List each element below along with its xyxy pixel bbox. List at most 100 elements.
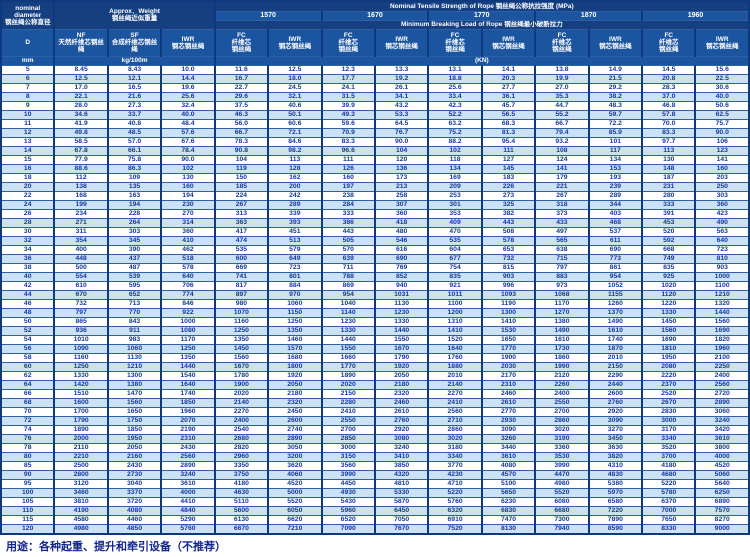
cell-value: 1330 — [320, 325, 376, 336]
table-row: 26 234 228 270 313 339 333 360 353 382 373 403 391 42… — [0, 208, 750, 219]
cell-value: 2150 — [587, 361, 644, 372]
cell-value: 48.4 — [160, 118, 216, 129]
cell-value: 639 — [320, 253, 376, 264]
cell-value: 3610 — [160, 478, 216, 489]
cell-value: 1060 — [267, 298, 323, 309]
cell-value: 2310 — [480, 379, 537, 390]
cell-value: 954 — [587, 271, 644, 282]
cell-diameter: 85 — [0, 460, 56, 471]
cell-value: 2610 — [480, 397, 537, 408]
table-row: 5 8.45 8.43 10.0 11.6 12.5 12.3 13.3 13.1 14.1 13.… — [0, 64, 750, 75]
cell-value: 1730 — [534, 343, 590, 354]
cell-value: 1010 — [53, 334, 109, 345]
cell-value: 1440 — [373, 325, 430, 336]
cell-diameter: 66 — [0, 388, 56, 399]
cell-value: 1880 — [427, 361, 483, 372]
cell-value: 1770 — [320, 361, 376, 372]
cell-value: 1990 — [534, 361, 590, 372]
table-row: 46 732 713 846 980 1060 1040 1130 1100 1190 1170 12… — [0, 298, 750, 309]
cell-value: 508 — [480, 226, 537, 237]
cell-value: 75.7 — [694, 118, 750, 129]
table-header: nominal diameter 钢丝绳公称直径 Approx．Weight 钢… — [0, 0, 750, 66]
cell-value: 4520 — [267, 478, 323, 489]
cell-value: 169 — [427, 172, 483, 183]
cell-value: 1130 — [373, 298, 430, 309]
table-row: 22 168 163 194 224 242 238 258 253 273 267 289 280 30… — [0, 190, 750, 201]
cell-value: 7890 — [587, 514, 644, 525]
cell-diameter: 36 — [0, 253, 56, 264]
cell-value: 1680 — [267, 352, 323, 363]
cell-value: 1550 — [373, 334, 430, 345]
cell-value: 12.1 — [106, 73, 163, 84]
cell-value: 1550 — [320, 343, 376, 354]
table-row: 100 3460 3370 4000 4630 5000 4930 5330 5220 5650 5… — [0, 487, 750, 498]
cell-value: 2050 — [267, 379, 323, 390]
cell-value: 3530 — [534, 451, 590, 462]
cell-value: 1230 — [320, 316, 376, 327]
cell-value: 2960 — [213, 451, 270, 462]
table-row: 10 34.6 33.7 40.0 46.3 50.1 49.3 53.3 52.2 56.5 55… — [0, 109, 750, 120]
cell-value: 638 — [534, 244, 590, 255]
cell-value: 4830 — [587, 469, 644, 480]
cell-value: 3000 — [320, 442, 376, 453]
cell-value: 4680 — [641, 469, 697, 480]
cell-value: 363 — [213, 217, 270, 228]
cell-value: 1560 — [213, 352, 270, 363]
cell-value: 846 — [160, 298, 216, 309]
cell-value: 1410 — [480, 316, 537, 327]
cell-value: 6520 — [320, 514, 376, 525]
cell-diameter: 48 — [0, 307, 56, 318]
cell-value: 1350 — [213, 334, 270, 345]
cell-value: 31.5 — [320, 91, 376, 102]
cell-value: 4180 — [641, 460, 697, 471]
cell-value: 2400 — [213, 415, 270, 426]
cell-value: 66.7 — [534, 118, 590, 129]
cell-diameter: 40 — [0, 271, 56, 282]
cell-value: 78.4 — [160, 145, 216, 156]
cell-value: 1860 — [534, 352, 590, 363]
cell-value: 50.6 — [694, 100, 750, 111]
cell-value: 3020 — [427, 433, 483, 444]
cell-value: 15.6 — [694, 64, 750, 75]
cell-value: 610 — [53, 280, 109, 291]
cell-value: 723 — [267, 262, 323, 273]
cell-value: 307 — [373, 199, 430, 210]
cell-value: 3240 — [373, 442, 430, 453]
cell-value: 518 — [160, 253, 216, 264]
cell-value: 2760 — [373, 415, 430, 426]
cell-value: 6670 — [213, 523, 270, 534]
cell-value: 640 — [160, 271, 216, 282]
cell-value: 539 — [106, 271, 163, 282]
cell-value: 3000 — [641, 415, 697, 426]
cell-value: 2890 — [694, 397, 750, 408]
cell-value: 60.6 — [267, 118, 323, 129]
cell-value: 27.0 — [534, 82, 590, 93]
usage-note-text: 用途：各种起重、提升和牵引设备（不推荐） — [6, 540, 226, 553]
header-tensile-strength: Nominal Tensile Strength of Rope 钢丝绳公称抗拉… — [213, 0, 750, 12]
table-row: 80 2210 2160 2560 2960 3200 3150 3410 3340 3610 35… — [0, 451, 750, 462]
header-approx-weight: Approx．Weight 钢丝绳近似重量 — [53, 0, 216, 30]
cell-value: 1450 — [213, 343, 270, 354]
cell-value: 1610 — [534, 334, 590, 345]
cell-value: 14.1 — [480, 64, 537, 75]
table-row: 95 3120 3040 3610 4180 4520 4450 4810 4710 5100 49… — [0, 478, 750, 489]
cell-diameter: 80 — [0, 451, 56, 462]
cell-value: 5330 — [373, 487, 430, 498]
cell-value: 2410 — [427, 397, 483, 408]
cell-diameter: 22 — [0, 190, 56, 201]
cell-value: 595 — [106, 280, 163, 291]
cell-diameter: 9 — [0, 100, 56, 111]
table-row: 32 354 345 410 474 513 505 546 535 578 565 611 592 64… — [0, 235, 750, 246]
header-min-breaking-load: Minimum Breaking Load of Rope 钢丝绳最小破断拉力 — [213, 19, 750, 30]
cell-value: 535 — [427, 235, 483, 246]
cell-value: 652 — [106, 289, 163, 300]
cell-diameter: 68 — [0, 397, 56, 408]
cell-value: 1040 — [320, 298, 376, 309]
header-strength-1870: 1870 — [534, 10, 644, 21]
cell-value: 13.1 — [427, 64, 483, 75]
header-strength-1770: 1770 — [427, 10, 537, 21]
cell-value: 1650 — [480, 334, 537, 345]
cell-value: 1700 — [53, 406, 109, 417]
cell-value: 1610 — [587, 325, 644, 336]
cell-value: 68.3 — [480, 118, 537, 129]
